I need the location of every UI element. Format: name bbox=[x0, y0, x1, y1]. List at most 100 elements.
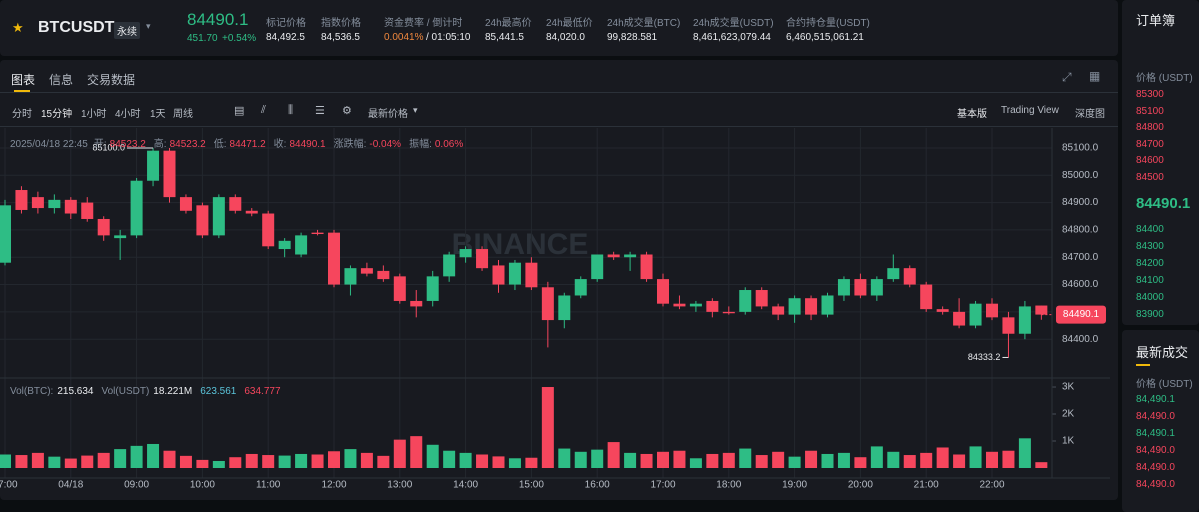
trade-price: 84,490.1 bbox=[1136, 428, 1175, 439]
stat-value: 99,828.581 bbox=[607, 32, 658, 43]
low-marker-label: 84333.2 bbox=[968, 352, 1001, 362]
candle-body bbox=[887, 268, 900, 280]
x-tick-label: 19:00 bbox=[782, 480, 807, 491]
candle-body bbox=[508, 262, 521, 285]
view[interactable]: Trading View bbox=[1001, 105, 1059, 116]
volume-bar bbox=[541, 387, 554, 468]
x-tick-label: 04/18 bbox=[58, 480, 83, 491]
volume-bar bbox=[311, 454, 324, 468]
x-tick-label: 11:00 bbox=[256, 480, 281, 491]
candle-body bbox=[64, 199, 77, 214]
y-tick-label: 84900.0 bbox=[1062, 197, 1099, 208]
change: 451.70 bbox=[187, 33, 218, 44]
tool-icon[interactable]: ⫽ bbox=[261, 104, 266, 116]
legend-label: 振幅: bbox=[409, 139, 432, 150]
symbol[interactable]: BTCUSDT bbox=[38, 19, 115, 36]
last-price: 84490.1 bbox=[187, 10, 249, 29]
volume-bar bbox=[295, 453, 308, 468]
candle-body bbox=[15, 190, 28, 210]
high-marker-label: 85100.0 bbox=[93, 142, 126, 152]
x-tick-label: 07:00 bbox=[0, 480, 18, 491]
candle-body bbox=[541, 287, 554, 321]
tab[interactable]: 信息 bbox=[49, 73, 74, 87]
volume-bar bbox=[64, 458, 77, 468]
interval[interactable]: 15分钟 bbox=[41, 109, 73, 120]
legend-label: 高: bbox=[153, 139, 167, 150]
ask-price: 85300 bbox=[1136, 89, 1164, 100]
y-tick-label: 85000.0 bbox=[1062, 170, 1099, 181]
candle-body bbox=[295, 235, 308, 255]
candle-body bbox=[755, 290, 768, 307]
candle-body bbox=[328, 232, 340, 285]
candle-body bbox=[48, 199, 61, 209]
volume-bar bbox=[81, 455, 94, 468]
volume-bar bbox=[377, 455, 390, 468]
column-header: 价格 (USDT) bbox=[1136, 379, 1193, 390]
interval[interactable]: 1天 bbox=[150, 109, 166, 120]
tab[interactable]: 交易数据 bbox=[87, 73, 136, 87]
price-type[interactable]: 最新价格 bbox=[368, 109, 408, 120]
divider bbox=[0, 92, 1118, 93]
candle-body bbox=[837, 279, 850, 296]
candle-body bbox=[722, 311, 735, 314]
view[interactable]: 深度图 bbox=[1075, 109, 1105, 120]
volume-bar bbox=[689, 458, 702, 468]
tool-icon[interactable]: ⫼ bbox=[288, 104, 294, 116]
interval[interactable]: 4小时 bbox=[115, 109, 141, 120]
candle-body bbox=[459, 249, 472, 258]
stat-label: 合约持仓量(USDT) bbox=[786, 18, 870, 29]
x-tick-label: 13:00 bbox=[387, 480, 412, 491]
stat-label: 24h成交量(BTC) bbox=[607, 18, 681, 29]
interval[interactable]: 分时 bbox=[12, 109, 32, 120]
fullscreen-icon[interactable]: ⤢ bbox=[1062, 70, 1072, 84]
x-tick-label: 14:00 bbox=[453, 480, 478, 491]
candle-body bbox=[591, 254, 604, 280]
candle-body bbox=[114, 235, 127, 239]
legend-value: -0.04% bbox=[369, 139, 402, 150]
volume-bar bbox=[15, 455, 28, 468]
x-tick-label: 22:00 bbox=[979, 480, 1004, 491]
candle-body bbox=[262, 213, 275, 247]
vol-label: Vol(USDT) bbox=[101, 386, 150, 397]
volume-bar bbox=[920, 452, 933, 468]
tool-icon[interactable]: ⚙ bbox=[342, 105, 352, 117]
symbol-dropdown[interactable]: ▾ bbox=[146, 21, 151, 31]
candle-body bbox=[936, 309, 949, 312]
layout-icon[interactable]: ▦ bbox=[1089, 69, 1101, 83]
chart: BINANCE 07:00 04/18 09:00 10:00 11:00 12:00 13:… bbox=[0, 128, 1110, 491]
legend-label: 开: bbox=[93, 139, 107, 150]
volume-bar bbox=[953, 454, 966, 468]
book-last: 84490.1 bbox=[1136, 195, 1191, 212]
tool-icon[interactable]: ▤ bbox=[234, 105, 245, 117]
x-tick-label: 17:00 bbox=[650, 480, 675, 491]
view[interactable]: 基本版 bbox=[957, 109, 987, 120]
y-tick-label: 84600.0 bbox=[1062, 279, 1099, 290]
volume-bar bbox=[1018, 438, 1031, 468]
candle-body bbox=[31, 197, 44, 209]
legend-label: 涨跌幅: bbox=[333, 139, 367, 150]
tab[interactable]: 图表 bbox=[11, 73, 36, 87]
volume-bar bbox=[558, 448, 571, 468]
candle-body bbox=[147, 150, 160, 181]
candle-body bbox=[525, 262, 538, 288]
candle-body bbox=[1002, 317, 1015, 334]
ask-price: 84600 bbox=[1136, 155, 1164, 166]
volume-legend: Vol(BTC): 215.634 Vol(USDT) 18.221M 623.561 6… bbox=[10, 386, 281, 397]
candle-body bbox=[903, 268, 916, 285]
interval[interactable]: 周线 bbox=[173, 109, 193, 120]
tool-icon[interactable]: ☰ bbox=[315, 105, 325, 117]
candle-body bbox=[821, 295, 834, 315]
volume-bar bbox=[657, 451, 669, 468]
volume-bar bbox=[48, 456, 61, 468]
candle-body bbox=[130, 180, 143, 236]
candle-body bbox=[1035, 305, 1048, 315]
x-tick-label: 10:00 bbox=[190, 480, 215, 491]
stat-label: 标记价格 bbox=[266, 18, 306, 29]
volume-bar bbox=[837, 452, 850, 468]
favorite-star[interactable]: ★ bbox=[12, 20, 24, 35]
candle-body bbox=[393, 276, 406, 301]
interval[interactable]: 1小时 bbox=[81, 109, 107, 120]
bid-price: 84400 bbox=[1136, 224, 1164, 235]
dropdown-caret[interactable]: ▾ bbox=[413, 105, 418, 115]
